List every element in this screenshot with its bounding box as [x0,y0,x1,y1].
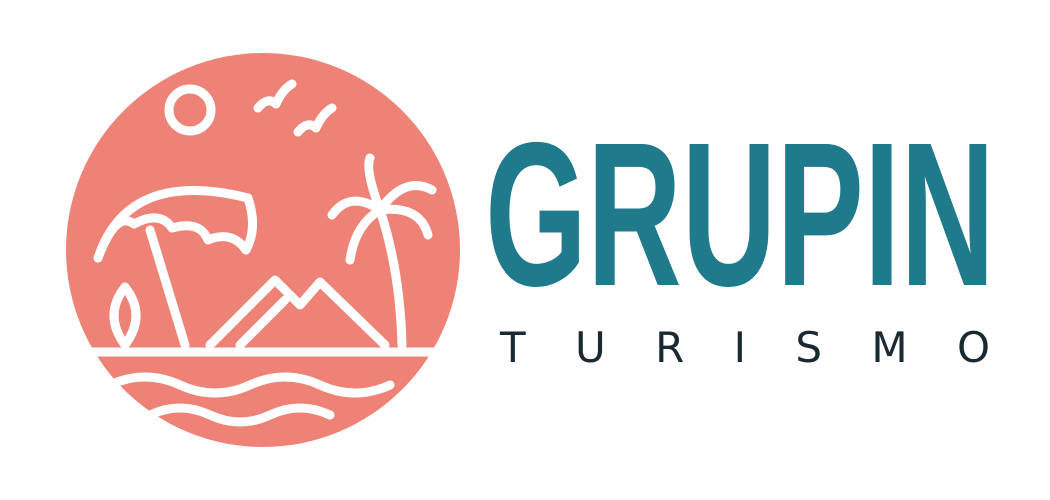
palm-leaves [327,153,437,265]
emblem-circle [66,53,460,447]
mountain-line [235,295,290,350]
umbrella-pole [145,225,190,350]
wave [145,403,335,427]
brand-name: GRUPIN [485,100,995,329]
sun [164,84,216,136]
bird [293,103,337,137]
surfboard [109,282,141,350]
wave [105,372,395,398]
bird [253,79,297,113]
logo-emblem [66,53,460,447]
palm-trunk [375,205,407,350]
umbrella [93,186,257,263]
brand-tagline: TURISMO [499,323,990,372]
mountains [205,275,390,350]
